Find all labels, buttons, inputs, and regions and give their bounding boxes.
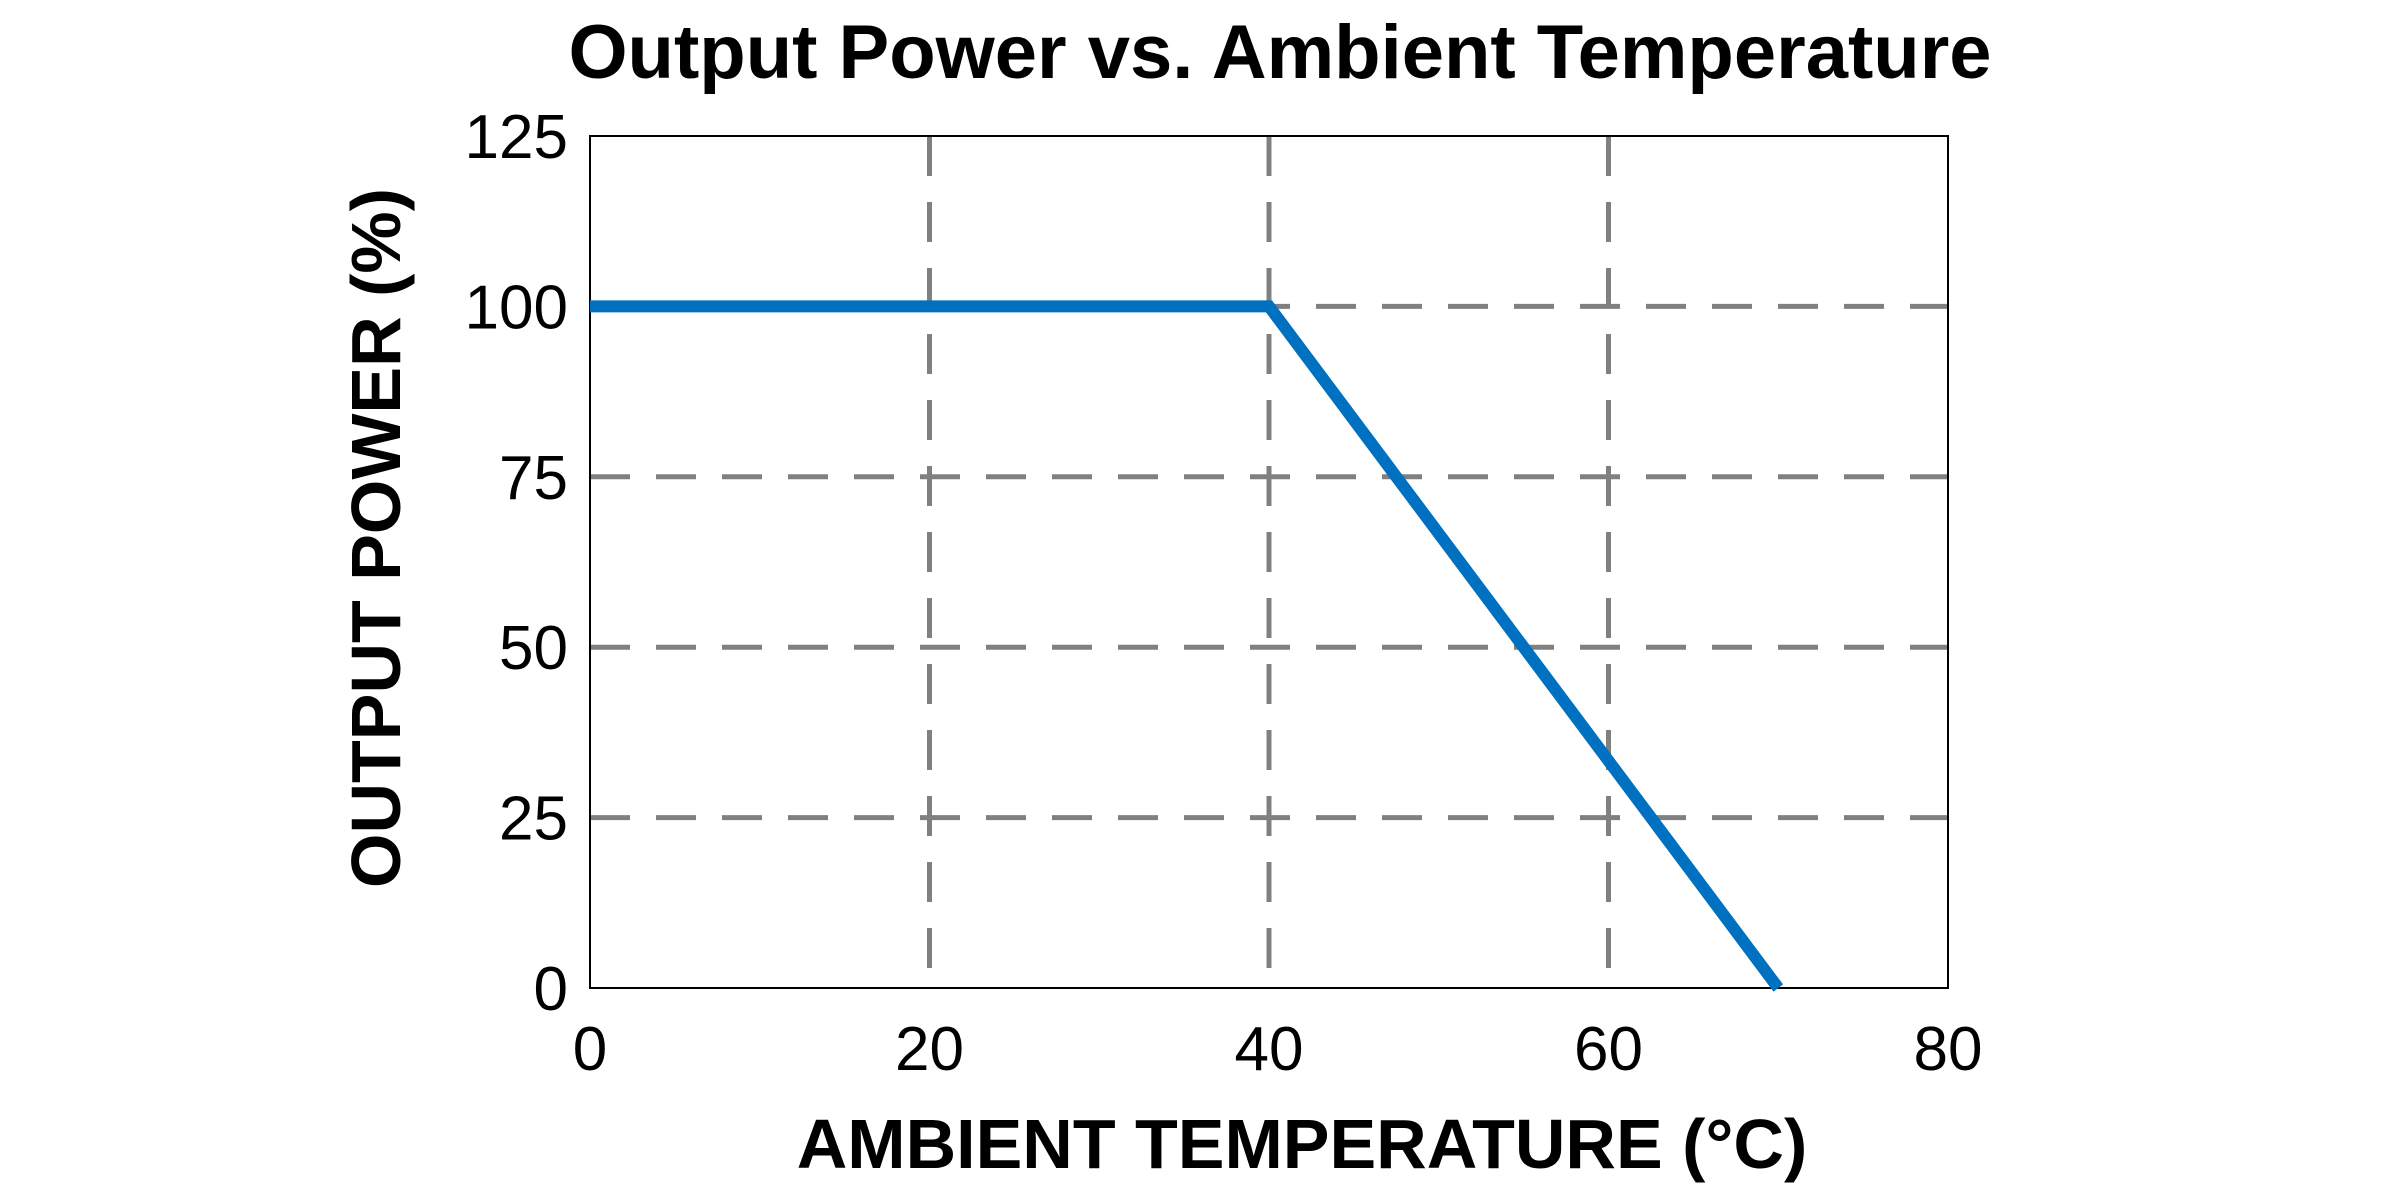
- x-tick-labels: 0 20 40 60 80: [573, 1015, 1983, 1084]
- x-tick-label: 0: [573, 1015, 607, 1084]
- y-tick-label: 100: [465, 273, 568, 342]
- y-tick-labels: 0 25 50 75 100 125: [465, 103, 568, 1024]
- x-tick-label: 40: [1235, 1015, 1304, 1084]
- x-tick-label: 20: [895, 1015, 964, 1084]
- y-tick-label: 75: [499, 444, 568, 513]
- x-tick-label: 80: [1914, 1015, 1983, 1084]
- x-axis-label: AMBIENT TEMPERATURE (°C): [797, 1105, 1808, 1183]
- y-tick-label: 50: [499, 614, 568, 683]
- y-tick-label: 25: [499, 785, 568, 854]
- chart-title: Output Power vs. Ambient Temperature: [568, 10, 1991, 95]
- x-tick-label: 60: [1574, 1015, 1643, 1084]
- series-layer: [590, 300, 1784, 992]
- grid-lines: [590, 136, 1948, 988]
- y-axis-label: OUTPUT POWER (%): [337, 188, 415, 888]
- series-line: [590, 300, 1784, 992]
- plot-area-frame: [589, 135, 1949, 989]
- y-tick-label: 0: [534, 955, 568, 1024]
- y-tick-label: 125: [465, 103, 568, 172]
